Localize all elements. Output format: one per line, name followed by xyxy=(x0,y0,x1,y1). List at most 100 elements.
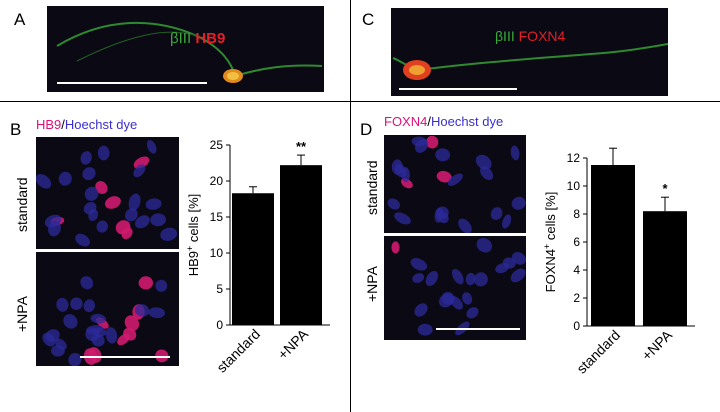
cells-d-standard xyxy=(387,135,526,233)
nucleus xyxy=(435,148,451,162)
y-axis-label: FOXN4+ cells [%] xyxy=(542,192,558,293)
nucleus xyxy=(501,214,512,229)
chart-hb9-cells: 0 5 10 15 20 25 HB9+ cells [%] standard ** +NPA xyxy=(185,138,330,376)
horizontal-divider xyxy=(0,101,720,102)
nucleus xyxy=(414,303,428,317)
nucleus xyxy=(84,186,99,201)
y-tick-label: 8 xyxy=(573,207,580,221)
category-label: standard xyxy=(213,326,263,376)
micrograph-c xyxy=(391,8,668,96)
label-hb9: HB9 xyxy=(195,30,226,47)
marker-positive-nucleus xyxy=(155,349,169,363)
nucleus xyxy=(63,314,78,329)
nucleus xyxy=(476,237,493,253)
y-tick-label: 12 xyxy=(567,151,581,165)
marker-positive-nucleus xyxy=(117,333,130,346)
y-tick-label: 10 xyxy=(567,179,581,193)
panel-d-stain-labels: FOXN4/Hoechst dye xyxy=(384,114,503,129)
nucleus xyxy=(75,233,90,247)
nucleus xyxy=(387,198,400,210)
bar-npa xyxy=(643,211,687,326)
category-label: standard xyxy=(573,327,623,377)
nucleus xyxy=(502,257,516,269)
nucleus xyxy=(125,208,138,222)
marker-positive-nucleus xyxy=(104,196,121,209)
nucleus xyxy=(45,329,60,342)
stain-hoechst-d: Hoechst dye xyxy=(430,114,504,129)
row-label-b-npa: +NPA xyxy=(14,296,30,332)
nucleus xyxy=(155,279,168,292)
nucleus xyxy=(145,198,162,210)
label-foxn4: FOXN4 xyxy=(518,28,566,44)
y-tick-label: 5 xyxy=(216,282,223,296)
vertical-divider xyxy=(350,0,351,412)
nucleus xyxy=(160,227,178,241)
y-tick-label: 6 xyxy=(573,235,580,249)
marker-positive-nucleus xyxy=(426,135,439,149)
nucleus xyxy=(510,268,526,283)
nucleus xyxy=(394,164,407,178)
nucleus xyxy=(410,258,428,271)
nucleus xyxy=(90,313,107,324)
nucleus xyxy=(51,345,65,357)
nucleus xyxy=(447,173,463,186)
micrograph-d-npa xyxy=(384,236,526,340)
nucleus xyxy=(475,154,492,170)
nucleus xyxy=(135,215,150,229)
nucleus xyxy=(417,323,433,336)
category-label: +NPA xyxy=(638,326,675,363)
nucleus xyxy=(82,167,96,181)
neuron-image-c xyxy=(392,43,668,80)
nucleus xyxy=(36,174,52,189)
stain-separator-b: / xyxy=(61,117,65,132)
nucleus xyxy=(490,207,503,221)
y-tick-label: 25 xyxy=(210,138,224,152)
marker-positive-nucleus xyxy=(138,276,153,290)
bar-standard xyxy=(232,193,274,325)
nucleus xyxy=(48,220,61,237)
nucleus xyxy=(70,297,83,310)
nucleus xyxy=(473,272,488,287)
nucleus xyxy=(80,151,92,165)
panel-letter-d: D xyxy=(360,120,373,139)
nucleus xyxy=(58,171,72,186)
micrograph-b-npa xyxy=(36,252,179,366)
significance-mark: * xyxy=(662,181,668,196)
label-beta3: βIII xyxy=(170,30,192,47)
nucleus xyxy=(83,299,95,313)
row-label-b-standard: standard xyxy=(14,177,30,232)
nucleus xyxy=(88,209,99,221)
nucleus xyxy=(466,307,479,319)
nucleus xyxy=(425,271,439,286)
scale-bar-b xyxy=(80,356,170,358)
nucleus xyxy=(96,220,109,233)
nucleus xyxy=(434,207,444,223)
stain-hoechst-b: Hoechst dye xyxy=(64,117,138,132)
y-axis-label: HB9+ cells [%] xyxy=(185,194,201,277)
nucleus xyxy=(394,212,411,225)
stain-separator-d: / xyxy=(427,114,431,129)
stain-hb9: HB9 xyxy=(36,117,62,132)
marker-positive-nucleus xyxy=(124,315,140,331)
y-tick-label: 4 xyxy=(573,263,580,277)
row-label-d-standard: standard xyxy=(364,160,380,215)
label-beta3-c: βIII xyxy=(495,28,515,44)
micrograph-a xyxy=(47,6,324,92)
cells-b-standard xyxy=(36,140,178,247)
scale-bar-a xyxy=(57,82,207,84)
significance-mark: ** xyxy=(296,139,307,154)
nucleus xyxy=(510,145,520,161)
y-tick-label: 2 xyxy=(573,291,580,305)
nucleus xyxy=(462,292,473,305)
micrograph-b-gap xyxy=(36,249,179,252)
nucleus xyxy=(97,145,110,161)
micrograph-d-gap xyxy=(384,233,526,236)
nucleus xyxy=(134,304,150,317)
neuron-image-a xyxy=(56,21,323,83)
marker-positive-nucleus xyxy=(391,241,400,254)
marker-positive-nucleus xyxy=(133,156,150,169)
nucleus xyxy=(511,196,526,210)
category-label: +NPA xyxy=(274,325,311,362)
nucleus xyxy=(56,297,69,312)
cells-d-npa xyxy=(391,237,526,336)
